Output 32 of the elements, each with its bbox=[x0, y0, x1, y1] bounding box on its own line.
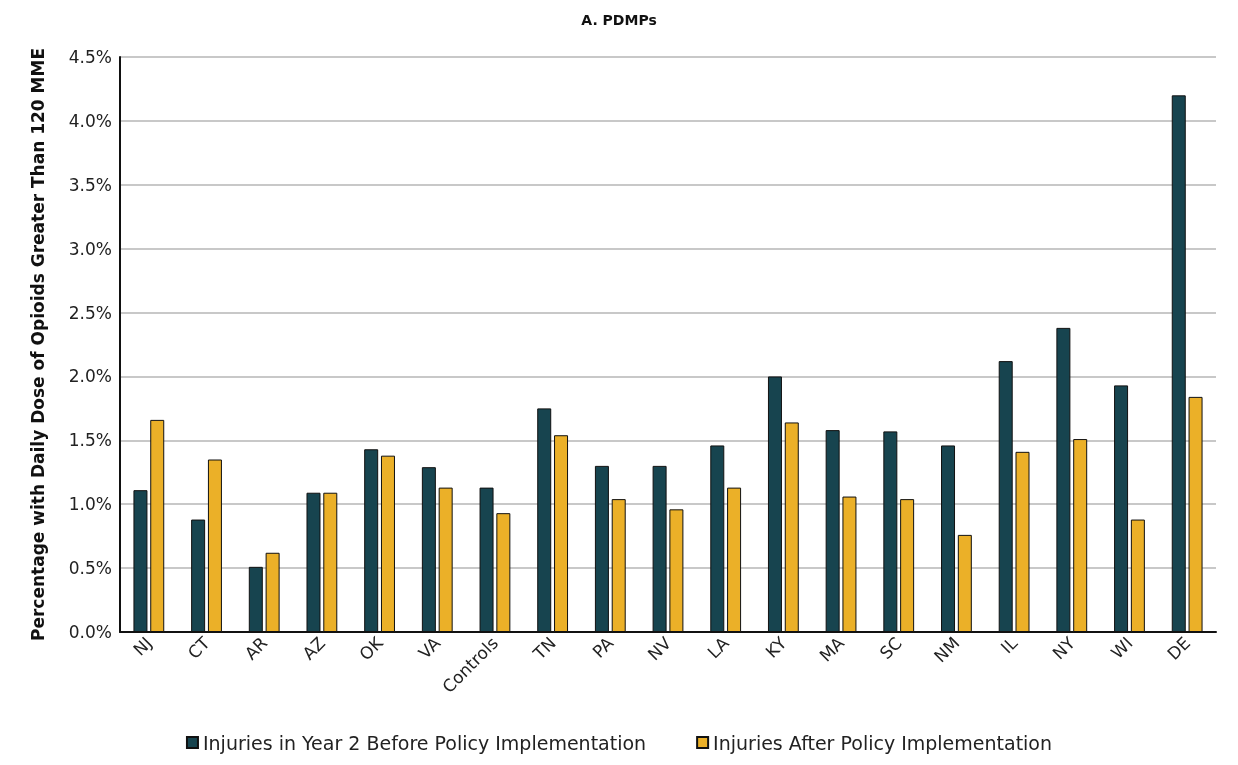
x-tick-label: OK bbox=[355, 632, 388, 665]
y-axis-title: Percentage with Daily Dose of Opioids Greater Than 120 MME bbox=[28, 47, 48, 642]
x-tick-label: NV bbox=[643, 632, 676, 665]
x-tick-label: MA bbox=[815, 632, 849, 666]
x-tick-label: DE bbox=[1163, 632, 1195, 664]
y-tick-label: 3.5% bbox=[68, 174, 112, 195]
y-tick-label: 2.5% bbox=[68, 302, 112, 323]
x-tick-label: AZ bbox=[298, 632, 329, 664]
x-tick-label: KY bbox=[761, 632, 791, 662]
y-tick-label: 1.0% bbox=[68, 494, 112, 515]
y-tick-label: 0.5% bbox=[68, 558, 112, 579]
x-tick-label: NM bbox=[930, 632, 964, 667]
y-tick-label: 3.0% bbox=[68, 238, 112, 259]
x-tick-label: NY bbox=[1048, 632, 1080, 664]
x-tick-label: VA bbox=[414, 632, 445, 663]
x-tick-label: SC bbox=[875, 632, 906, 664]
x-tick-label: IL bbox=[996, 632, 1022, 658]
x-tick-label: LA bbox=[703, 632, 734, 663]
x-tick-label: WI bbox=[1106, 632, 1137, 663]
x-tick-label: TN bbox=[528, 632, 560, 665]
y-tick-label: 4.5% bbox=[68, 47, 112, 67]
legend-label: Injuries After Policy Implementation bbox=[713, 731, 1053, 754]
x-tick-label: CT bbox=[183, 632, 215, 663]
y-tick-label: 0.0% bbox=[68, 622, 112, 642]
x-tick-label: NJ bbox=[129, 632, 156, 660]
y-tick-label: 2.0% bbox=[68, 366, 112, 387]
legend-label: Injuries in Year 2 Before Policy Implementation bbox=[202, 731, 647, 754]
x-tick-label: AR bbox=[240, 632, 272, 664]
y-tick-label: 4.0% bbox=[68, 110, 112, 131]
x-tick-label: PA bbox=[588, 632, 618, 662]
chart-title: A. PDMPs bbox=[581, 12, 657, 28]
y-tick-label: 1.5% bbox=[68, 430, 112, 451]
